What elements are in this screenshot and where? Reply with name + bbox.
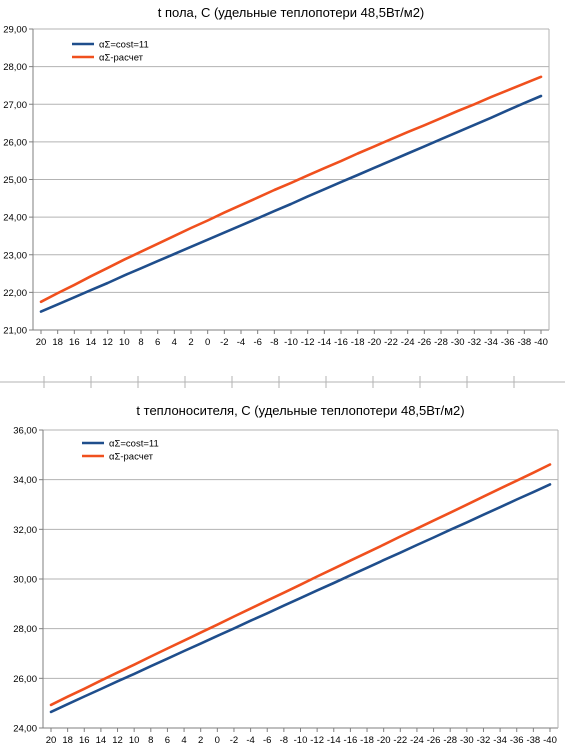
x-tick-label: 20 (46, 735, 57, 746)
x-tick-label: -32 (477, 735, 491, 746)
x-tick-label: -34 (484, 337, 498, 348)
x-tick-label: -16 (344, 735, 358, 746)
y-tick-label: 32,00 (13, 525, 37, 536)
x-tick-label: -8 (270, 337, 278, 348)
x-tick-label: -20 (377, 735, 391, 746)
chart-title: t теплоносителя, С (удельные теплопотери… (136, 403, 464, 418)
x-tick-label: -24 (401, 337, 415, 348)
x-tick-label: -38 (517, 337, 531, 348)
y-tick-label: 30,00 (13, 575, 37, 586)
x-tick-label: -22 (393, 735, 407, 746)
legend-label-1: αΣ=cost=11 (99, 40, 149, 51)
legend-label-2: αΣ-расчет (99, 53, 144, 64)
y-tick-label: 36,00 (13, 426, 37, 437)
x-tick-label: -6 (263, 735, 271, 746)
x-tick-label: -22 (384, 337, 398, 348)
y-tick-label: 24,00 (3, 213, 27, 224)
legend-label-2: αΣ-расчет (109, 452, 154, 463)
x-tick-label: -36 (501, 337, 515, 348)
x-tick-label: -12 (310, 735, 324, 746)
x-tick-label: 2 (188, 337, 193, 348)
x-tick-label: 0 (215, 735, 220, 746)
x-tick-label: 12 (112, 735, 123, 746)
x-tick-label: 2 (198, 735, 203, 746)
legend-label-1: αΣ=cost=11 (109, 439, 159, 450)
x-tick-label: 14 (86, 337, 97, 348)
x-tick-label: 10 (129, 735, 140, 746)
x-tick-label: -40 (534, 337, 548, 348)
x-tick-label: 20 (36, 337, 47, 348)
x-tick-label: 6 (165, 735, 170, 746)
x-tick-label: -30 (451, 337, 465, 348)
x-tick-label: 12 (102, 337, 113, 348)
x-tick-label: 16 (79, 735, 90, 746)
x-tick-label: 8 (138, 337, 143, 348)
y-tick-label: 28,00 (13, 624, 37, 635)
x-tick-label: 4 (172, 337, 177, 348)
chart-title: t пола, С (удельные теплопотери 48,5Вт/м… (158, 5, 425, 20)
x-tick-label: -26 (427, 735, 441, 746)
x-tick-label: -34 (493, 735, 507, 746)
x-tick-label: -24 (410, 735, 424, 746)
x-tick-label: -20 (367, 337, 381, 348)
x-tick-label: 18 (52, 337, 63, 348)
y-tick-label: 23,00 (3, 250, 27, 261)
x-tick-label: -4 (246, 735, 254, 746)
x-tick-label: 18 (62, 735, 73, 746)
series-line-2 (49, 463, 552, 707)
x-tick-label: 16 (69, 337, 80, 348)
y-tick-label: 25,00 (3, 175, 27, 186)
y-tick-label: 21,00 (3, 326, 27, 337)
x-tick-label: 14 (96, 735, 107, 746)
y-tick-label: 34,00 (13, 475, 37, 486)
x-tick-label: -38 (526, 735, 540, 746)
y-tick-label: 29,00 (3, 25, 27, 36)
x-tick-label: -10 (294, 735, 308, 746)
x-tick-label: -16 (334, 337, 348, 348)
x-tick-label: -10 (284, 337, 298, 348)
x-tick-label: -28 (434, 337, 448, 348)
x-tick-label: -30 (460, 735, 474, 746)
x-tick-label: 4 (181, 735, 186, 746)
x-tick-label: 8 (148, 735, 153, 746)
x-tick-label: -6 (253, 337, 261, 348)
x-tick-label: -18 (360, 735, 374, 746)
x-tick-label: -36 (510, 735, 524, 746)
y-tick-label: 24,00 (13, 724, 37, 735)
series-line-1 (49, 483, 552, 714)
x-tick-label: -40 (543, 735, 557, 746)
x-tick-label: -28 (443, 735, 457, 746)
x-tick-label: -32 (467, 337, 481, 348)
x-tick-label: 6 (155, 337, 160, 348)
y-tick-label: 27,00 (3, 100, 27, 111)
x-tick-label: -14 (327, 735, 341, 746)
x-tick-label: -2 (230, 735, 238, 746)
x-tick-label: -14 (317, 337, 331, 348)
floor-temperature-chart: t пола, С (удельные теплопотери 48,5Вт/м… (0, 0, 565, 352)
x-tick-label: -2 (220, 337, 228, 348)
y-tick-label: 26,00 (13, 674, 37, 685)
x-tick-label: 0 (205, 337, 210, 348)
x-tick-label: -12 (301, 337, 315, 348)
series-line-1 (39, 94, 543, 313)
x-tick-label: -18 (351, 337, 365, 348)
chart-separator (0, 376, 565, 388)
x-tick-label: -8 (280, 735, 288, 746)
series-line-2 (39, 75, 543, 304)
y-tick-label: 28,00 (3, 62, 27, 73)
coolant-temperature-chart-svg: t теплоносителя, С (удельные теплопотери… (13, 403, 559, 746)
y-tick-label: 22,00 (3, 288, 27, 299)
floor-temperature-chart-svg: t пола, С (удельные теплопотери 48,5Вт/м… (3, 5, 550, 348)
coolant-temperature-chart: t теплоносителя, С (удельные теплопотери… (0, 398, 565, 750)
x-tick-label: 10 (119, 337, 130, 348)
x-tick-label: -26 (417, 337, 431, 348)
x-tick-label: -4 (237, 337, 245, 348)
y-tick-label: 26,00 (3, 137, 27, 148)
